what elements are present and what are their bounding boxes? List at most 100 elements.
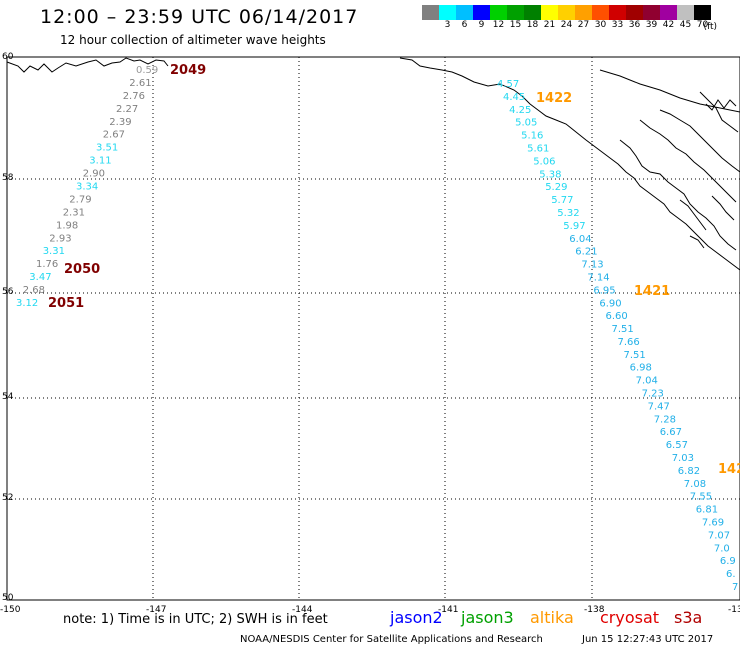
swh-value: 1.76 xyxy=(36,259,58,270)
swh-value: 6.67 xyxy=(660,427,682,438)
legend-label: 15 xyxy=(509,20,522,30)
swh-value: 4.57 xyxy=(497,79,519,90)
swh-value: 3.12 xyxy=(16,298,38,309)
legend-label: 6 xyxy=(461,20,468,30)
legend-swatch xyxy=(507,5,524,20)
swh-value: 0.59 xyxy=(136,65,158,76)
swh-value: 6.98 xyxy=(630,363,652,374)
swh-value: 2.90 xyxy=(83,169,105,180)
swh-value: 5.16 xyxy=(521,131,543,142)
legend-swatch xyxy=(677,5,694,20)
pass-label: 1421 xyxy=(634,284,670,299)
swh-value: 6.9 xyxy=(720,556,736,567)
swh-value: 2.39 xyxy=(109,117,131,128)
swh-value: 7.47 xyxy=(648,401,670,412)
legend-labels: 3 6 9 12 15 18 21 24 27 30 33 36 39 42 45 70 xyxy=(422,20,711,30)
sat-jason3: jason3 xyxy=(461,608,514,627)
legend-label: 12 xyxy=(492,20,505,30)
swh-value: 2.27 xyxy=(116,104,138,115)
swh-value: 7.14 xyxy=(587,273,609,284)
swh-value: 5.61 xyxy=(527,144,549,155)
chart-subtitle: 12 hour collection of altimeter wave hei… xyxy=(60,33,326,47)
swh-value: 6. xyxy=(726,569,736,580)
legend-swatch xyxy=(626,5,643,20)
swh-value: 2.67 xyxy=(103,130,125,141)
swh-value: 3.31 xyxy=(43,246,65,257)
coastline xyxy=(6,57,740,271)
pass-label: 142 xyxy=(718,462,740,477)
coast-islands xyxy=(679,99,737,249)
swh-value: 7.23 xyxy=(642,389,664,400)
swh-value: 6.90 xyxy=(599,298,621,309)
swh-value: 7.03 xyxy=(672,453,694,464)
swh-value: 5.05 xyxy=(515,118,537,129)
pass-label: 2049 xyxy=(170,63,206,78)
axis-labels: -150 -147 -144 -141 -138 -135 60 58 56 5… xyxy=(0,52,740,615)
swh-value: 6.95 xyxy=(593,285,615,296)
legend-label: 3 xyxy=(444,20,451,30)
swh-value: 6.57 xyxy=(666,440,688,451)
color-legend: 3 6 9 12 15 18 21 24 27 30 33 36 39 42 45 70 (ft) xyxy=(422,5,717,32)
swh-value: 4.25 xyxy=(509,105,531,116)
swh-value: 6.04 xyxy=(569,234,591,245)
coast-fjords xyxy=(599,69,740,251)
track-east: 4.57 4.45 4.25 5.05 5.16 5.615.06 5.38 5.29 5.77… xyxy=(497,79,738,593)
swh-value: 6.82 xyxy=(678,466,700,477)
legend-swatch xyxy=(473,5,490,20)
lon-label: -138 xyxy=(584,605,605,615)
pass-labels: 2049 2050 2051 1422 1421 142 xyxy=(48,63,740,477)
lon-label: -147 xyxy=(146,605,166,615)
swh-value: 2.93 xyxy=(49,233,71,244)
swh-value: 3.51 xyxy=(96,143,118,154)
lat-label: 56 xyxy=(2,287,14,297)
swh-value: 7.55 xyxy=(690,492,712,503)
swh-value: 5.97 xyxy=(563,221,585,232)
pass-label: 1422 xyxy=(536,91,572,106)
lat-label: 50 xyxy=(2,593,14,603)
lon-label: -144 xyxy=(292,605,313,615)
swh-value: 2.31 xyxy=(63,207,85,218)
swh-value: 2.76 xyxy=(123,91,145,102)
sat-jason2: jason2 xyxy=(390,608,443,627)
legend-swatch xyxy=(643,5,660,20)
lat-label: 54 xyxy=(2,392,14,402)
chart-title: 12:00 – 23:59 UTC 06/14/2017 xyxy=(40,6,359,28)
lat-label: 58 xyxy=(2,173,14,183)
legend-label: 27 xyxy=(577,20,590,30)
lon-label: -141 xyxy=(438,605,458,615)
legend-swatch xyxy=(439,5,456,20)
legend-swatch xyxy=(558,5,575,20)
swh-value: 7.51 xyxy=(612,324,634,335)
swh-value: 5.32 xyxy=(557,208,579,219)
legend-label: 30 xyxy=(594,20,607,30)
coast-gulf-north xyxy=(399,57,740,271)
legend-label: 33 xyxy=(611,20,624,30)
graticule xyxy=(7,57,740,600)
legend-swatches xyxy=(422,5,711,20)
credit-line: NOAA/NESDIS Center for Satellite Applica… xyxy=(240,634,543,645)
lon-label: -135 xyxy=(728,605,740,615)
legend-label: 24 xyxy=(560,20,573,30)
legend-label: 36 xyxy=(628,20,641,30)
swh-value: 2.61 xyxy=(129,78,151,89)
legend-swatch xyxy=(694,5,711,20)
legend-label: 18 xyxy=(526,20,539,30)
swh-value: 7 xyxy=(732,582,738,593)
legend-label: 70 xyxy=(696,20,709,30)
swh-value: 7.04 xyxy=(636,376,658,387)
legend-label: 9 xyxy=(478,20,485,30)
swh-value: 7.0 xyxy=(714,543,730,554)
swh-value: 5.06 xyxy=(533,156,555,167)
swh-value: 7.51 xyxy=(624,350,646,361)
swh-value: 7.69 xyxy=(702,518,724,529)
legend-swatch xyxy=(490,5,507,20)
swh-value: 7.08 xyxy=(684,479,706,490)
footer-note: note: 1) Time is in UTC; 2) SWH is in fe… xyxy=(63,612,328,627)
legend-label: 42 xyxy=(662,20,675,30)
swh-value: 2.68 xyxy=(23,285,45,296)
swh-value: 1.98 xyxy=(56,220,78,231)
sat-altika: altika xyxy=(530,608,574,627)
swh-value: 5.38 xyxy=(539,169,561,180)
swh-value: 7.07 xyxy=(708,530,730,541)
